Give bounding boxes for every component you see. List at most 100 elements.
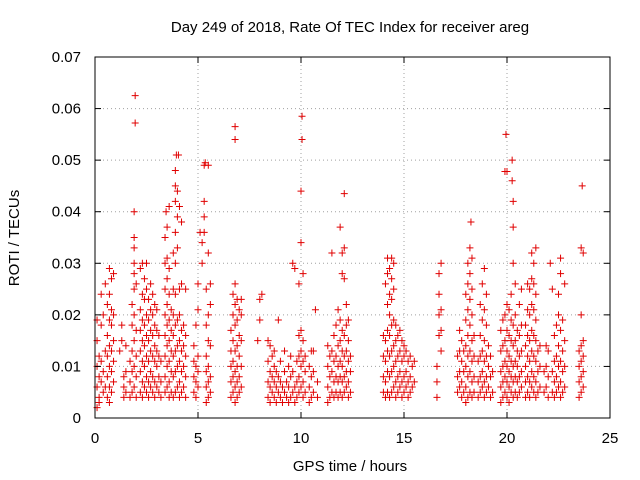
data-point	[285, 383, 293, 391]
data-point	[227, 393, 235, 401]
data-point	[169, 331, 177, 339]
x-tick-label: 5	[194, 430, 202, 447]
data-point	[433, 378, 441, 386]
data-point	[136, 347, 144, 355]
data-point	[503, 378, 511, 386]
data-point	[136, 368, 144, 376]
data-point	[268, 373, 276, 381]
data-point	[324, 383, 332, 391]
data-point	[295, 331, 303, 339]
data-point	[342, 301, 350, 309]
data-point	[484, 362, 492, 370]
data-point	[528, 249, 536, 257]
data-point	[229, 357, 237, 365]
data-point	[130, 285, 138, 293]
data-point	[268, 388, 276, 396]
data-point	[151, 321, 159, 329]
data-point	[338, 249, 346, 257]
data-point	[122, 388, 130, 396]
data-point	[468, 393, 476, 401]
data-point	[145, 316, 153, 324]
data-point	[274, 373, 282, 381]
data-point	[99, 368, 107, 376]
data-point	[291, 264, 299, 272]
data-point	[555, 290, 562, 298]
data-point	[532, 337, 540, 345]
data-point	[435, 331, 443, 339]
data-point	[340, 190, 348, 198]
data-point	[173, 383, 181, 391]
data-point	[526, 393, 534, 401]
data-point	[487, 393, 495, 401]
data-point	[390, 285, 398, 293]
data-point	[497, 383, 505, 391]
data-point	[328, 347, 336, 355]
data-point	[561, 362, 569, 370]
data-point	[340, 331, 348, 339]
data-point	[406, 373, 414, 381]
data-point	[404, 378, 412, 386]
data-point	[406, 388, 414, 396]
data-point	[192, 393, 200, 401]
data-point	[233, 342, 241, 350]
data-point	[171, 182, 179, 190]
data-point	[131, 119, 139, 127]
data-point	[173, 362, 181, 370]
data-point	[542, 383, 550, 391]
data-point	[484, 383, 492, 391]
data-point	[410, 357, 418, 365]
data-point	[390, 316, 398, 324]
data-point	[454, 388, 462, 396]
data-point	[557, 270, 565, 278]
data-point	[482, 388, 490, 396]
data-point	[402, 347, 410, 355]
data-point	[231, 136, 239, 144]
data-point	[530, 306, 538, 314]
data-point	[147, 347, 155, 355]
data-point	[204, 362, 212, 370]
data-point	[509, 321, 517, 329]
data-point	[233, 393, 241, 401]
data-point	[344, 378, 352, 386]
data-point	[550, 331, 558, 339]
data-point	[204, 337, 212, 345]
data-point	[505, 383, 513, 391]
data-point	[338, 326, 346, 334]
data-point	[398, 378, 406, 386]
data-point	[437, 347, 445, 355]
data-point	[161, 388, 169, 396]
data-point	[192, 362, 200, 370]
data-point	[231, 383, 239, 391]
data-point	[103, 393, 111, 401]
data-point	[501, 357, 509, 365]
data-point	[509, 259, 517, 267]
data-point	[256, 316, 264, 324]
data-point	[470, 388, 478, 396]
data-point	[200, 228, 208, 236]
data-point	[517, 347, 525, 355]
data-point	[478, 347, 486, 355]
y-axis-label: ROTI / TECUs	[6, 190, 23, 286]
data-point	[105, 362, 113, 370]
data-point	[229, 373, 237, 381]
data-point	[575, 362, 583, 370]
data-point	[126, 357, 134, 365]
data-point	[204, 311, 212, 319]
data-point	[190, 357, 198, 365]
data-point	[528, 383, 536, 391]
data-point	[462, 316, 470, 324]
data-point	[522, 342, 530, 350]
data-point	[171, 321, 179, 329]
data-point	[507, 316, 515, 324]
data-point	[508, 156, 516, 164]
data-point	[575, 378, 583, 386]
data-point	[105, 290, 113, 298]
data-point	[381, 378, 389, 386]
data-point	[390, 383, 398, 391]
data-point	[309, 347, 317, 355]
data-point	[155, 331, 163, 339]
data-point	[130, 311, 138, 319]
data-point	[182, 285, 190, 293]
data-point	[390, 342, 398, 350]
data-point	[503, 326, 511, 334]
